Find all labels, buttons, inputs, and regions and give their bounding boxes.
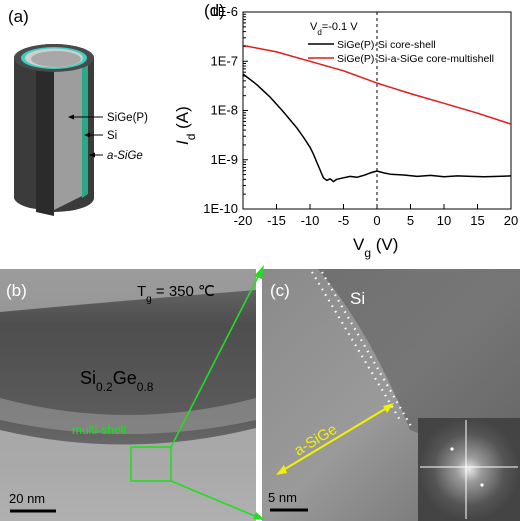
layer-asige-text: a-SiGe <box>107 150 143 162</box>
layer-si-text: Si <box>107 130 117 142</box>
comp-si-sub: 0.2 <box>96 380 113 394</box>
asige-thickness-arrow <box>279 405 391 473</box>
x-axis-ticks: -20 -15 -10 -5 0 5 10 15 20 <box>234 204 518 228</box>
x-axis-title: Vg (V) <box>353 235 398 260</box>
fft-spot-1 <box>450 447 454 451</box>
xlabel-sub: g <box>364 246 371 260</box>
arrow-head-start <box>276 465 287 475</box>
y-tick-label: 1E-9 <box>211 152 238 167</box>
layer-label-sige: SiGe(P) <box>68 112 148 124</box>
panel-d: (d) 1E-10 1E-9 1E-8 1E-7 1E-6 -20 -15 -10 -5 0 5 1… <box>173 1 518 260</box>
zoom-connector-top <box>170 268 263 448</box>
panel-a-label: (a) <box>8 7 29 26</box>
growth-temperature: Tg = 350 ℃ <box>137 283 215 305</box>
y-tick-label: 1E-8 <box>211 103 238 118</box>
panel-b-label: (b) <box>6 281 27 300</box>
legend: SiGe(P)-Si core-shell SiGe(P)-Si-a-SiGe … <box>308 39 494 65</box>
panel-c-label: (c) <box>270 281 290 300</box>
nanowire-core <box>54 62 82 210</box>
x-tick-label: 15 <box>470 213 484 228</box>
anno-v: V <box>310 21 318 33</box>
x-tick-label: -10 <box>301 213 320 228</box>
xlabel-main: V <box>353 235 365 254</box>
zoom-region-box <box>130 446 172 482</box>
ylabel-sub: d <box>184 134 198 141</box>
tem-background-upper <box>0 269 256 312</box>
temp-t: T <box>137 283 146 300</box>
panel-b: (b) Tg = 350 ℃ Si0.2Ge0.8 multi-shell 20… <box>0 269 256 521</box>
x-tick-label: 10 <box>437 213 451 228</box>
y-axis-title: Id (A) <box>173 106 198 145</box>
si-interface-line-2 <box>321 271 413 429</box>
x-tick-label: -15 <box>267 213 286 228</box>
arrow-head-end <box>383 403 394 413</box>
x-tick-label: 0 <box>373 213 380 228</box>
legend-label-black: SiGe(P)-Si core-shell <box>337 39 436 51</box>
ylabel-unit: (A) <box>173 106 192 133</box>
fft-inset <box>418 418 520 521</box>
zoom-arrow-bottom <box>253 512 265 520</box>
comp-ge: Ge <box>113 368 137 388</box>
panel-d-label: (d) <box>204 1 225 20</box>
series-core-shell-line <box>243 73 511 183</box>
comp-ge-sub: 0.8 <box>137 380 154 394</box>
series-core-multishell-line <box>243 44 511 125</box>
y-tick-label: 1E-10 <box>203 201 238 216</box>
anno-sub: d <box>317 28 321 37</box>
nanowire-top-core <box>31 51 81 67</box>
series-layer <box>243 44 511 183</box>
panel-a: (a) SiGe(P) Si a-SiGe <box>8 7 148 216</box>
comp-si: Si <box>80 368 96 388</box>
si-layer-label: Si <box>350 289 365 308</box>
temp-value: = 350 ℃ <box>152 283 215 300</box>
scale-bar-c-text: 5 nm <box>268 490 297 505</box>
layer-label-asige: a-SiGe <box>89 150 143 162</box>
scale-bar-b-text: 20 nm <box>9 491 45 506</box>
x-tick-label: -20 <box>234 213 253 228</box>
y-tick-label: 1E-7 <box>211 53 238 68</box>
drain-voltage-annotation: Vd=-0.1 V <box>310 21 358 37</box>
x-tick-label: -5 <box>338 213 350 228</box>
y-axis-ticks: 1E-10 1E-9 1E-8 1E-7 1E-6 <box>203 4 248 216</box>
temp-g: g <box>146 294 152 305</box>
layer-sige-text: SiGe(P) <box>107 112 148 124</box>
nanowire-asige-strip <box>82 62 88 198</box>
nanowire-cut-face <box>36 70 54 216</box>
tem-shell-band <box>0 398 256 434</box>
zoom-connector-bottom <box>170 480 263 520</box>
si-interface-line-1 <box>311 271 401 421</box>
y-tick-label: 1E-6 <box>211 4 238 19</box>
x-tick-label: 20 <box>504 213 518 228</box>
anno-rest: =-0.1 V <box>322 21 358 33</box>
xlabel-unit: (V) <box>371 235 398 254</box>
fft-spot-2 <box>480 483 484 487</box>
legend-label-red: SiGe(P)-Si-a-SiGe core-multishell <box>337 53 494 65</box>
layer-label-si: Si <box>84 130 117 142</box>
x-tick-label: 5 <box>407 213 414 228</box>
multi-shell-label: multi-shell <box>72 423 126 437</box>
panel-c: (c) Si a-SiGe 5 nm <box>262 269 520 521</box>
composition-label: Si0.2Ge0.8 <box>80 368 154 394</box>
ylabel-main: I <box>173 140 192 145</box>
tem-background-lower <box>0 428 256 521</box>
zoom-arrow-top <box>254 265 264 279</box>
